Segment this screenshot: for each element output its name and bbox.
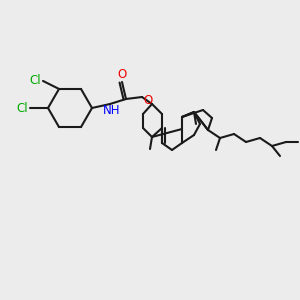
Text: Cl: Cl [29,74,41,87]
Text: NH: NH [103,103,121,116]
Text: Cl: Cl [16,101,28,115]
Text: O: O [143,94,153,106]
Text: O: O [117,68,127,82]
